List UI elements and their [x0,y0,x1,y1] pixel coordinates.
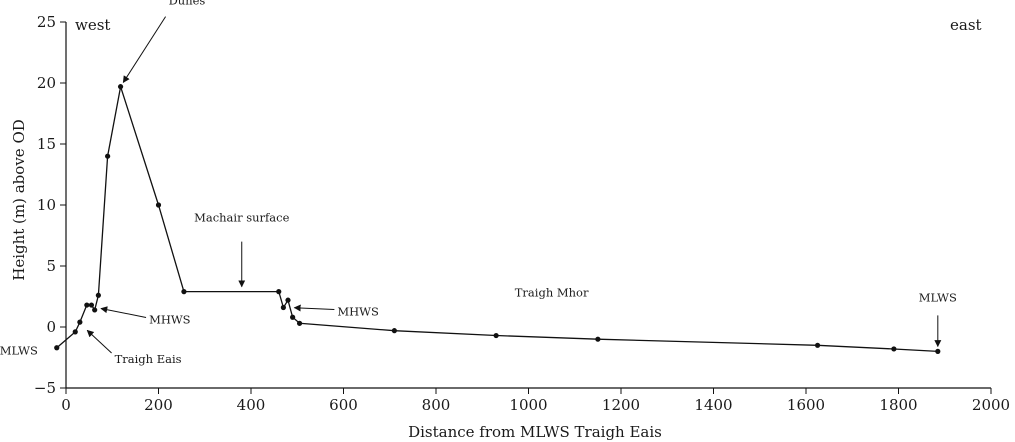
annotation-arrow [86,329,112,354]
data-point [276,289,282,295]
x-tick-label: 1000 [509,396,547,414]
y-tick-label: 5 [46,257,56,275]
annotation-label: Traigh Mhor [515,285,589,299]
data-point [290,314,296,320]
data-point [285,297,291,303]
x-tick-label: 1200 [602,396,640,414]
data-point [181,289,187,295]
y-tick-label: 0 [46,318,56,336]
data-point [935,348,941,354]
data-point [77,319,83,325]
data-point [280,304,286,311]
x-axis-title: Distance from MLWS Traigh Eais [408,423,662,441]
y-tick-label: 15 [37,135,56,153]
data-point [92,307,98,313]
data-point [117,84,124,90]
x-tick-label: 1800 [879,396,917,414]
annotation-label: MHWS [149,312,191,326]
data-point [155,202,162,208]
annotation-label: Machair surface [194,211,290,225]
data-point [391,328,397,334]
x-tick-label: 800 [422,396,451,414]
annotation-label: MLWS [919,290,957,304]
data-point [105,153,111,159]
annotation-label: Traigh Eais [115,352,182,366]
y-tick-label: 20 [37,74,56,92]
annotation-label: MHWS [337,304,379,318]
x-tick-label: 1600 [787,396,825,414]
annotation-arrow [293,304,335,312]
data-point [88,302,95,308]
annotations: Dunes Machair surface MHWS MHWS MLWS Traigh E… [0,0,957,366]
annotation-label: MLWS [0,344,38,358]
x-tick-label: 2000 [972,396,1010,414]
data-point [54,345,60,351]
y-tick-label: 10 [37,196,56,214]
data-point [891,346,897,352]
data-point [493,332,499,339]
data-point [296,320,303,326]
data-point [595,336,601,342]
east-label: east [950,16,982,34]
data-point [814,342,821,348]
x-tick-label: 1400 [694,396,732,414]
y-tick-label: −5 [34,379,56,397]
data-points [54,84,941,354]
x-tick-label: 0 [61,396,71,414]
y-tick-label: 25 [37,13,56,31]
data-point [72,329,78,335]
annotation-arrow [122,16,166,84]
data-point [84,302,90,308]
axes [65,22,991,389]
annotation-arrow [100,306,147,318]
x-tick-label: 200 [144,396,173,414]
x-tick-label: 600 [329,396,358,414]
x-tick-label: 400 [237,396,266,414]
tick-marks: −5 0 5 10 15 20 25 0 200 400 600 800 1000 1200 1400 160… [34,13,1010,414]
annotation-label: Dunes [169,0,206,8]
data-point [95,292,101,298]
y-axis-title: Height (m) above OD [10,119,28,281]
west-label: west [75,16,110,34]
